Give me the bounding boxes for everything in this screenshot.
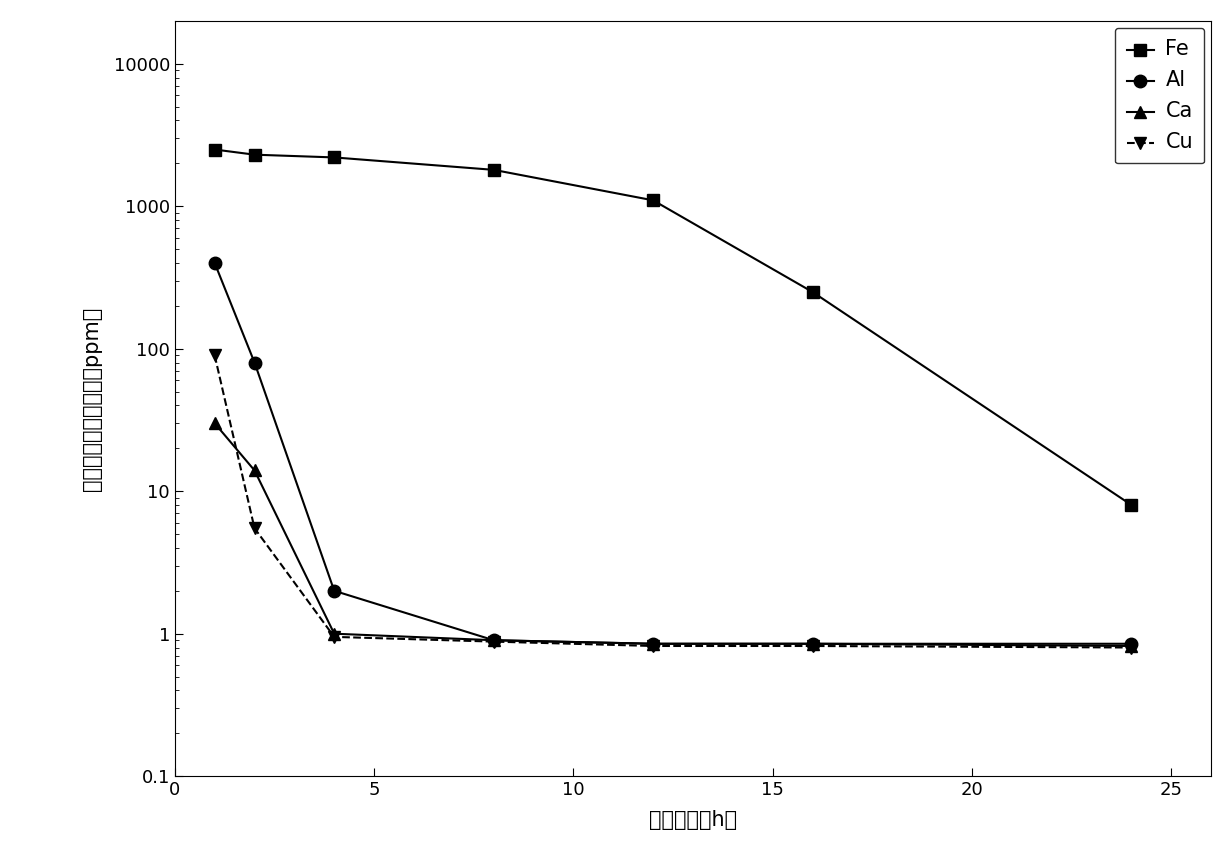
Al <box>207 258 222 268</box>
Fe <box>326 152 341 163</box>
Line: Al: Al <box>208 257 1137 650</box>
Fe <box>806 287 821 297</box>
Legend: Fe, Al, Ca, Cu: Fe, Al, Ca, Cu <box>1115 28 1204 163</box>
Line: Ca: Ca <box>208 417 1137 652</box>
Ca <box>806 638 821 648</box>
Ca <box>326 629 341 639</box>
Fe <box>646 195 660 205</box>
Al <box>248 357 262 368</box>
Al <box>646 638 660 648</box>
Cu <box>207 350 222 360</box>
Fe <box>207 145 222 155</box>
Line: Cu: Cu <box>208 349 1137 654</box>
Ca <box>207 418 222 428</box>
Ca <box>646 638 660 648</box>
Al <box>487 635 501 645</box>
Cu <box>326 631 341 642</box>
Fe <box>1124 500 1138 510</box>
Al <box>1124 638 1138 648</box>
Y-axis label: 硒中杂质元素的含量（ppm）: 硒中杂质元素的含量（ppm） <box>83 306 102 491</box>
Fe <box>487 165 501 175</box>
Line: Fe: Fe <box>208 143 1137 511</box>
Al <box>326 585 341 596</box>
Cu <box>1124 643 1138 653</box>
Ca <box>248 465 262 476</box>
Cu <box>248 523 262 534</box>
Ca <box>1124 641 1138 651</box>
Fe <box>248 150 262 160</box>
Al <box>806 638 821 648</box>
Cu <box>646 641 660 651</box>
X-axis label: 反应时间（h）: 反应时间（h） <box>649 810 737 831</box>
Ca <box>487 635 501 645</box>
Cu <box>806 641 821 651</box>
Cu <box>487 637 501 647</box>
